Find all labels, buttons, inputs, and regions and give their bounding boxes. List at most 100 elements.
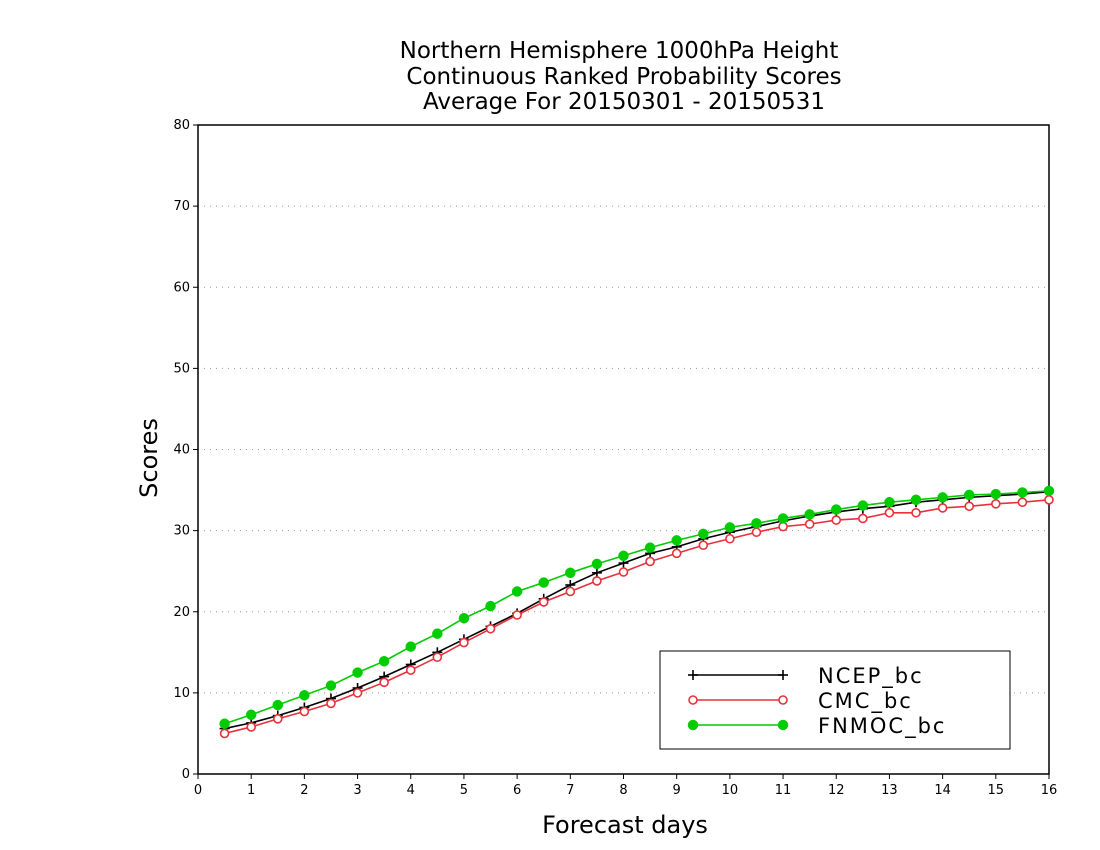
data-point <box>644 542 656 553</box>
legend-item: NCEP_bc <box>688 664 924 689</box>
x-tick-label: 15 <box>988 783 1005 798</box>
y-tick-label: 10 <box>173 686 190 701</box>
data-point <box>592 576 602 586</box>
x-tick-label: 1 <box>247 783 255 798</box>
data-point <box>405 641 416 652</box>
data-point <box>432 652 443 662</box>
x-tick-label: 6 <box>513 783 521 798</box>
data-point <box>937 503 948 513</box>
data-point <box>645 556 655 567</box>
y-tick-label: 20 <box>173 605 190 620</box>
x-tick-label: 2 <box>300 783 308 798</box>
data-point <box>272 699 284 711</box>
x-tick-label: 4 <box>407 783 415 798</box>
y-tick-label: 0 <box>182 767 190 782</box>
data-point <box>1017 497 1028 508</box>
x-tick-label: 7 <box>566 783 574 798</box>
legend-marker <box>687 719 699 731</box>
y-tick-label: 70 <box>173 199 190 214</box>
data-point <box>884 507 895 518</box>
legend-marker <box>688 670 698 680</box>
x-tick-label: 14 <box>934 783 951 798</box>
x-axis-title: Forecast days <box>542 811 708 839</box>
data-point <box>511 586 523 597</box>
data-point <box>990 488 1002 500</box>
data-point <box>804 509 815 520</box>
data-point <box>671 535 682 546</box>
data-point <box>857 500 869 511</box>
data-point <box>272 714 283 724</box>
legend-marker <box>688 695 698 705</box>
data-point <box>432 628 443 639</box>
data-point <box>618 567 629 577</box>
data-point <box>910 494 922 506</box>
y-tick-label: 30 <box>173 524 190 539</box>
x-tick-label: 9 <box>673 783 681 798</box>
data-point <box>618 550 629 562</box>
y-tick-label: 60 <box>173 280 190 295</box>
legend-label: CMC_bc <box>818 689 913 714</box>
data-point <box>299 706 310 717</box>
data-point <box>299 690 310 701</box>
data-point <box>778 521 788 532</box>
x-tick-label: 13 <box>881 783 898 798</box>
data-point <box>379 677 389 688</box>
y-tick-label: 40 <box>173 443 190 458</box>
y-tick-label: 50 <box>173 361 190 376</box>
data-point <box>565 567 576 579</box>
data-point <box>725 533 735 544</box>
data-point <box>698 540 709 551</box>
y-axis-title: Scores <box>135 418 163 498</box>
data-point <box>485 600 496 612</box>
data-point <box>937 492 948 503</box>
data-point <box>565 586 576 597</box>
data-point <box>963 489 975 501</box>
data-point <box>219 728 230 739</box>
data-point <box>325 680 337 691</box>
data-point <box>246 722 256 732</box>
data-point <box>538 577 549 588</box>
data-point <box>326 698 336 709</box>
data-point <box>671 548 682 559</box>
data-point <box>405 665 416 675</box>
data-point <box>458 612 470 624</box>
x-tick-label: 0 <box>194 783 202 798</box>
x-tick-label: 10 <box>722 783 739 798</box>
x-tick-label: 8 <box>619 783 627 798</box>
y-tick-label: 80 <box>173 118 190 133</box>
data-point <box>751 518 762 529</box>
legend-item: FNMOC_bc <box>687 714 946 739</box>
data-point <box>352 688 363 698</box>
data-point <box>245 709 257 721</box>
x-tick-label: 5 <box>460 783 468 798</box>
legend-label: FNMOC_bc <box>818 714 946 739</box>
title: Northern Hemisphere 1000hPa Height <box>400 38 839 64</box>
legend-item: CMC_bc <box>688 689 913 714</box>
chart-title: Northern Hemisphere 1000hPa Height Conti… <box>400 38 842 115</box>
data-point <box>831 515 842 525</box>
series-cmc-bc <box>219 494 1054 739</box>
grid-lines <box>198 205 1049 694</box>
data-point <box>591 558 603 570</box>
data-point <box>1043 485 1055 497</box>
legend-label: NCEP_bc <box>818 664 924 689</box>
legend-marker <box>778 670 788 680</box>
legend-marker <box>777 719 789 731</box>
data-point <box>1017 487 1028 498</box>
subtitle-date-range: Average For 20150301 - 20150531 <box>423 89 825 115</box>
x-tick-label: 3 <box>353 783 361 798</box>
data-point <box>378 655 390 667</box>
data-point <box>858 513 868 524</box>
legend-marker <box>778 695 788 705</box>
subtitle: Continuous Ranked Probability Scores <box>406 64 841 90</box>
data-point <box>831 504 842 515</box>
data-point <box>485 623 496 634</box>
x-tick-label: 11 <box>775 783 792 798</box>
x-tick-label: 12 <box>828 783 845 798</box>
data-point <box>698 528 709 540</box>
data-point <box>777 513 789 524</box>
data-point <box>219 718 230 729</box>
